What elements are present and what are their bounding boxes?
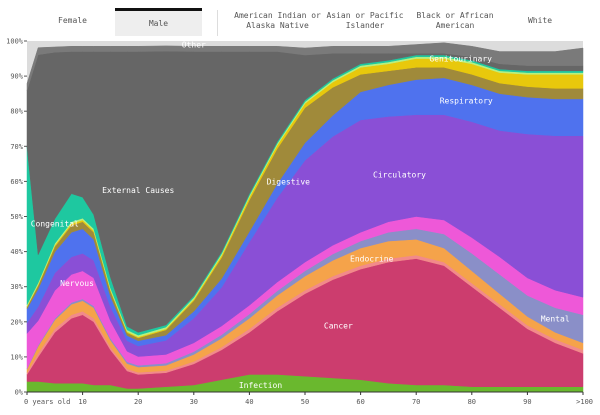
area-other[interactable] bbox=[26, 42, 584, 91]
series-label: Circulatory bbox=[373, 170, 426, 179]
tab-male[interactable]: Male bbox=[115, 8, 202, 36]
tab-american-indian[interactable]: American Indian or Alaska Native bbox=[234, 11, 321, 30]
y-tick-label: 90% bbox=[10, 73, 23, 81]
x-tick-label: 60 bbox=[356, 398, 364, 406]
x-tick-label: 50 bbox=[301, 398, 309, 406]
series-label: Respiratory bbox=[440, 97, 493, 106]
y-tick-label: 40% bbox=[10, 248, 23, 256]
tab-divider bbox=[217, 10, 218, 36]
series-label: Genitourinary bbox=[429, 55, 492, 64]
x-tick-label: 20 bbox=[134, 398, 142, 406]
tab-asian-pacific[interactable]: Asian or Pacific Islander bbox=[326, 11, 404, 30]
x-tick-label: 90 bbox=[523, 398, 531, 406]
series-label: Digestive bbox=[267, 177, 311, 186]
x-tick-label: 70 bbox=[412, 398, 420, 406]
series-label: External Causes bbox=[102, 186, 174, 195]
y-tick-label: 10% bbox=[10, 353, 23, 361]
y-tick-label: 50% bbox=[10, 213, 23, 221]
series-label: Nervous bbox=[60, 279, 94, 288]
series-label: Infection bbox=[239, 381, 283, 390]
series-label: Cancer bbox=[324, 321, 353, 330]
y-tick-label: 70% bbox=[10, 143, 23, 151]
series-label: Endocrine bbox=[350, 255, 394, 264]
y-tick-label: 30% bbox=[10, 283, 23, 291]
y-tick-label: 80% bbox=[10, 108, 23, 116]
tab-black-african-american[interactable]: Black or African American bbox=[416, 11, 494, 30]
y-tick-label: 100% bbox=[6, 38, 24, 46]
x-tick-label: 0 years old bbox=[24, 398, 70, 406]
x-tick-label: 40 bbox=[245, 398, 253, 406]
y-tick-label: 60% bbox=[10, 178, 23, 186]
x-tick-label: >100 bbox=[576, 398, 593, 406]
tab-white[interactable]: White bbox=[527, 16, 553, 25]
x-tick-label: 30 bbox=[190, 398, 198, 406]
x-tick-label: 80 bbox=[468, 398, 476, 406]
y-tick-label: 0% bbox=[15, 389, 24, 397]
filter-tabs: Female Male American Indian or Alaska Na… bbox=[0, 0, 600, 36]
tab-female[interactable]: Female bbox=[58, 16, 87, 25]
series-label: Other bbox=[182, 41, 206, 50]
x-tick-label: 10 bbox=[78, 398, 86, 406]
series-label: Congenital bbox=[31, 220, 79, 229]
series-label: Mental bbox=[541, 314, 570, 323]
y-tick-label: 20% bbox=[10, 318, 23, 326]
